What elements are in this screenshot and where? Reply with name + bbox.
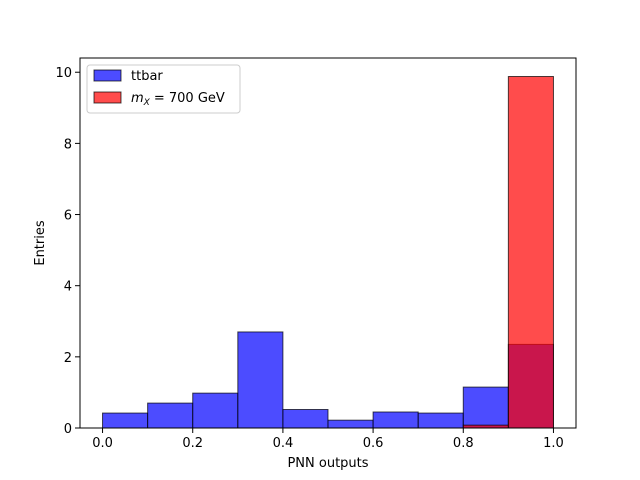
bar-ttbar-bin-7	[417, 412, 464, 429]
y-axis: 0 2 4 6 8 10	[55, 66, 80, 437]
legend-swatch-ttbar	[93, 69, 122, 82]
legend-swatch-signal	[93, 91, 122, 104]
bar-ttbar-bin-1	[147, 402, 194, 429]
legend-box	[86, 64, 241, 114]
x-axis: 0.0 0.2 0.4 0.6 0.8 1.0	[92, 428, 564, 451]
x-tick-label: 0.6	[363, 436, 384, 451]
y-tick-label: 10	[55, 66, 72, 81]
legend-label-signal-text: = 700 GeV	[154, 91, 225, 106]
bar-ttbar-bin-5	[327, 419, 374, 429]
legend-label-signal-subscript: X	[143, 98, 151, 108]
y-tick-label: 4	[64, 280, 72, 295]
x-tick-label: 1.0	[543, 436, 564, 451]
legend: ttbar mX = 700 GeV	[86, 64, 241, 114]
y-axis-label: Entries	[33, 220, 48, 266]
x-tick-label: 0.2	[182, 436, 203, 451]
bar-ttbar-bin-6	[372, 411, 419, 429]
bar-ttbar-bin-8	[462, 386, 509, 429]
bars-layer	[102, 76, 554, 429]
legend-label-signal: mX = 700 GeV	[131, 91, 225, 108]
y-tick-label: 2	[64, 351, 72, 366]
y-tick-label: 0	[64, 422, 72, 437]
legend-label-ttbar: ttbar	[131, 69, 163, 84]
bar-ttbar-bin-4	[282, 409, 329, 429]
bar-ttbar-bin-2	[192, 392, 239, 429]
bar-ttbar-bin-3	[237, 331, 284, 429]
x-axis-label: PNN outputs	[287, 456, 368, 471]
y-tick-label: 8	[64, 137, 72, 152]
legend-label-signal-symbol: m	[131, 91, 144, 106]
x-tick-label: 0.4	[273, 436, 294, 451]
bar-ttbar-bin-0	[102, 412, 149, 429]
bar-signal-bin-9	[507, 76, 554, 429]
x-tick-label: 0.0	[92, 436, 113, 451]
x-tick-label: 0.8	[453, 436, 474, 451]
plot-frame	[79, 57, 577, 429]
y-tick-label: 6	[64, 209, 72, 224]
